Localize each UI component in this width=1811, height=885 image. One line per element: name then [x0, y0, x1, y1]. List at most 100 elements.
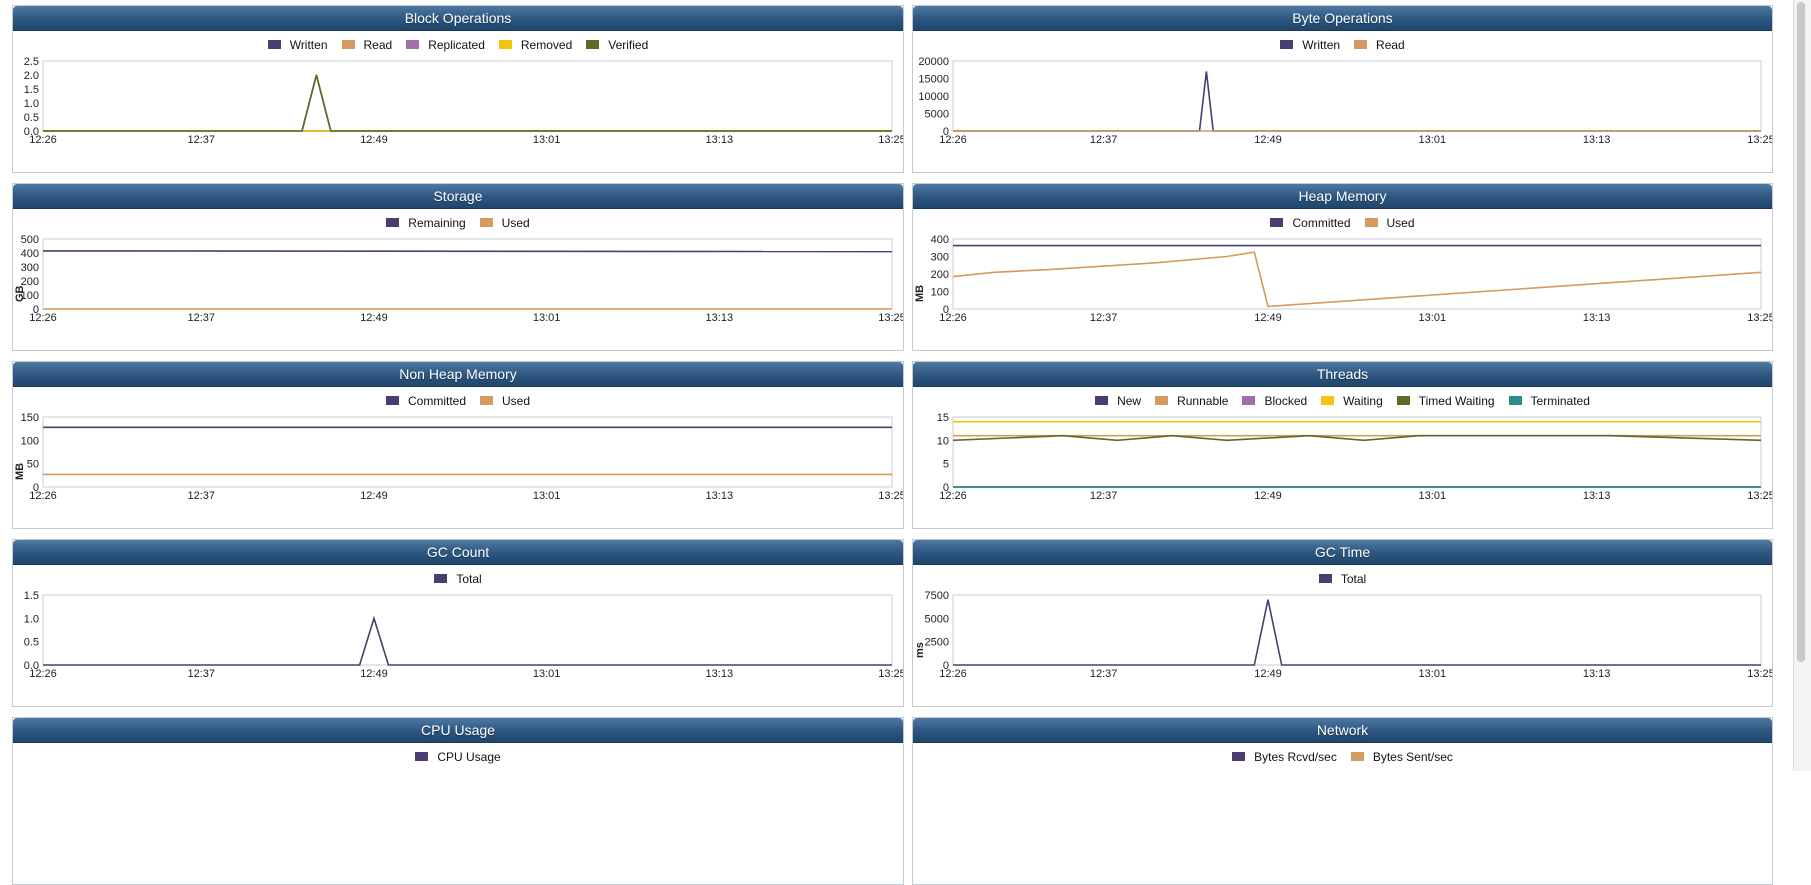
x-tick-label: 13:25 — [878, 312, 903, 324]
legend-label: Used — [502, 393, 531, 408]
x-tick-label: 13:25 — [1747, 312, 1772, 324]
x-tick-label: 12:37 — [1090, 312, 1118, 324]
y-tick-label: 10000 — [918, 91, 949, 103]
y-tick-label: 100 — [21, 435, 39, 447]
x-tick-label: 12:49 — [360, 668, 388, 680]
dashboard-grid: Block Operations Written Read Replicated Rem… — [12, 5, 1773, 885]
x-tick-label: 13:13 — [706, 490, 734, 502]
legend-item-remaining[interactable]: Remaining — [386, 215, 466, 230]
legend-item-waiting[interactable]: Waiting — [1321, 394, 1383, 408]
chart-byte-operations: 0 5000 10000 15000 20000 12:26 12:37 12:49 13:01… — [918, 57, 1772, 146]
legend-item-blocked[interactable]: Blocked — [1242, 394, 1307, 408]
chart-legend: Bytes Rcvd/sec Bytes Sent/sec — [913, 749, 1772, 764]
x-tick-label: 13:25 — [878, 134, 903, 146]
y-tick-label: 0.0 — [24, 660, 39, 672]
legend-item-terminated[interactable]: Terminated — [1508, 394, 1590, 408]
legend-swatch — [1280, 40, 1294, 49]
x-tick-label: 13:01 — [533, 490, 561, 502]
y-tick-label: 0 — [33, 482, 39, 494]
legend-swatch — [267, 40, 281, 49]
legend-label: Waiting — [1343, 393, 1383, 408]
y-tick-label: 1.0 — [24, 613, 39, 625]
legend-swatch — [1242, 396, 1256, 405]
legend-swatch — [386, 218, 400, 227]
x-tick-label: 13:13 — [706, 668, 734, 680]
chart-gc-count: 0.0 0.5 1.0 1.5 12:26 12:37 12:49 13:01 13:13 13:… — [24, 591, 903, 680]
legend-item-used[interactable]: Used — [479, 216, 530, 230]
legend-label: Used — [1386, 215, 1415, 230]
y-tick-label: 0.5 — [24, 112, 39, 124]
series-line-verified — [43, 74, 892, 132]
legend-item-verified[interactable]: Verified — [586, 38, 648, 52]
x-tick-label: 13:25 — [1747, 490, 1772, 502]
y-tick-label: 1.5 — [24, 84, 39, 96]
legend-item-read[interactable]: Read — [341, 38, 392, 52]
legend-label: Remaining — [408, 215, 466, 230]
legend-item-runnable[interactable]: Runnable — [1155, 394, 1228, 408]
x-tick-label: 12:26 — [29, 490, 57, 502]
legend-item-total[interactable]: Total — [434, 571, 482, 586]
chart-legend: Total — [13, 571, 903, 586]
legend-swatch — [480, 396, 493, 405]
chart-legend: Written Read Replicated Removed Verified — [13, 37, 903, 52]
panel-non-heap-memory: Non Heap Memory Committed Used 0 50 100 150 12:… — [12, 361, 904, 529]
legend-swatch — [341, 40, 355, 49]
legend-item-removed[interactable]: Removed — [498, 37, 573, 52]
legend-item-committed[interactable]: Committed — [1270, 216, 1351, 230]
legend-item-read[interactable]: Read — [1354, 38, 1405, 52]
legend-item-bytes-rcvd-sec[interactable]: Bytes Rcvd/sec — [1232, 750, 1337, 764]
x-tick-label: 12:49 — [1254, 134, 1282, 146]
legend-label: Timed Waiting — [1418, 393, 1495, 408]
legend-item-cpu-usage[interactable]: CPU Usage — [415, 749, 501, 764]
x-tick-label: 12:37 — [188, 490, 216, 502]
chart-heap-memory: 0 100 200 300 400 12:26 12:37 12:49 13:01 13:13 13… — [914, 235, 1772, 324]
x-tick-label: 12:49 — [1254, 668, 1282, 680]
x-tick-label: 13:01 — [1419, 134, 1447, 146]
legend-swatch — [586, 40, 600, 49]
y-tick-label: 5 — [943, 459, 949, 471]
legend-swatch — [1364, 218, 1378, 227]
legend-label: CPU Usage — [437, 749, 501, 764]
y-tick-label: 50 — [27, 459, 39, 471]
page-scrollbar[interactable] — [1793, 0, 1811, 771]
x-tick-label: 13:13 — [1583, 312, 1611, 324]
legend-item-written[interactable]: Written — [267, 37, 328, 52]
plot-area — [42, 594, 893, 666]
panel-title: Byte Operations — [913, 6, 1772, 31]
y-tick-label: 200 — [931, 269, 949, 281]
x-tick-label: 12:49 — [1254, 490, 1282, 502]
panel-title: Storage — [13, 184, 903, 209]
legend-swatch — [434, 574, 448, 583]
series-line-written — [43, 74, 892, 132]
legend-label: Total — [456, 571, 482, 586]
legend-item-bytes-sent-sec[interactable]: Bytes Sent/sec — [1350, 750, 1453, 764]
x-tick-label: 13:01 — [533, 668, 561, 680]
legend-swatch — [1350, 752, 1364, 761]
legend-item-new[interactable]: New — [1095, 394, 1141, 408]
legend-label: Written — [289, 37, 328, 52]
legend-item-replicated[interactable]: Replicated — [406, 38, 485, 52]
y-tick-label: 2.5 — [24, 57, 39, 68]
y-tick-label: 100 — [21, 290, 39, 302]
legend-item-committed[interactable]: Committed — [385, 394, 466, 408]
legend-item-used[interactable]: Used — [1364, 215, 1415, 230]
chart-gc-time: 0 2500 5000 7500 12:26 12:37 12:49 13:01 13:13 13… — [914, 591, 1772, 680]
legend-label: Removed — [520, 37, 573, 52]
x-tick-label: 13:13 — [706, 134, 734, 146]
scrollbar-thumb[interactable] — [1797, 2, 1805, 662]
panel-network: Network Bytes Rcvd/sec Bytes Sent/sec — [912, 717, 1773, 885]
y-tick-label: 0.5 — [24, 637, 39, 649]
legend-item-written[interactable]: Written — [1280, 38, 1340, 52]
y-tick-label: 1.0 — [24, 98, 39, 110]
plot-area — [952, 60, 1762, 132]
y-tick-label: 0 — [943, 304, 949, 316]
y-tick-label: 5000 — [925, 613, 949, 625]
legend-item-timed-waiting[interactable]: Timed Waiting — [1396, 393, 1495, 408]
legend-item-used[interactable]: Used — [480, 394, 530, 408]
x-tick-label: 13:25 — [1747, 668, 1772, 680]
series-line-timed-waiting — [952, 434, 1762, 442]
chart-storage: 0 100 200 300 400 500 12:26 12:37 12:49 13:01 13:1… — [14, 235, 903, 324]
chart-legend: Remaining Used — [13, 215, 903, 230]
legend-item-total[interactable]: Total — [1318, 572, 1366, 586]
y-tick-label: 300 — [21, 262, 39, 274]
